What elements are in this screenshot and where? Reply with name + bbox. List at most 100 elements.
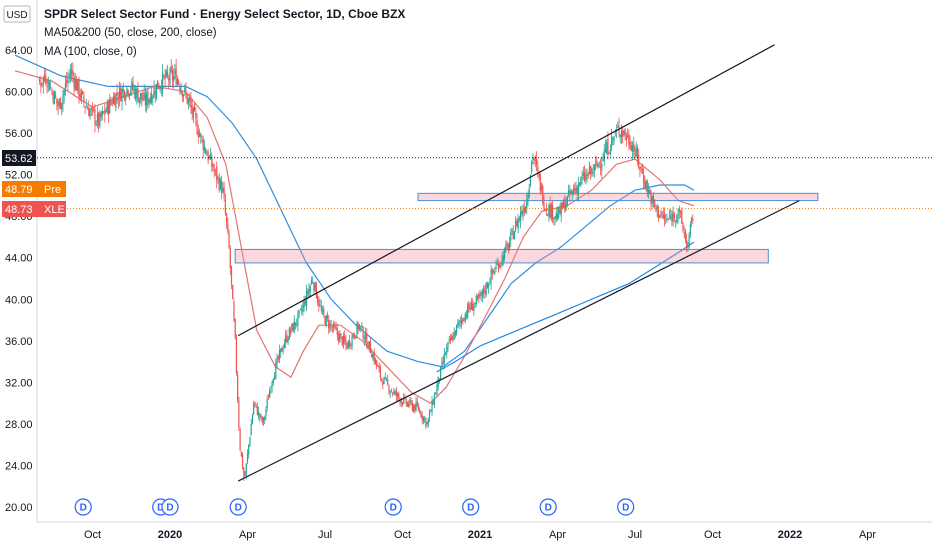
candle-body [388, 386, 390, 393]
candle-body [542, 186, 544, 204]
dividend-circle [229, 498, 247, 516]
price-tag[interactable]: 53.62 [2, 150, 36, 166]
channel-upper-line[interactable] [237, 44, 775, 337]
candle-body [531, 161, 533, 172]
price-tag-value-box [2, 181, 36, 197]
candle-body [452, 337, 454, 341]
candle-body [591, 168, 593, 175]
y-tick-label: 24.00 [5, 460, 33, 472]
candle-body [472, 303, 474, 311]
dividend-marker[interactable]: D [384, 498, 402, 516]
candle-body [227, 223, 229, 232]
candle-body [673, 214, 675, 219]
zone-rectangle[interactable] [417, 192, 819, 202]
candle-body [356, 322, 358, 337]
indicator-ma50-200[interactable]: MA50&200 (50, close, 200, close) [44, 27, 217, 39]
candle-body [180, 89, 182, 93]
candle-body [663, 214, 666, 220]
candle-body [428, 411, 431, 419]
dividend-marker[interactable]: D [462, 498, 480, 516]
candle-body [95, 123, 97, 126]
candle-body [261, 416, 263, 423]
candle-body [134, 88, 137, 100]
candle-body [213, 170, 215, 172]
candle-body [463, 320, 465, 322]
candle-body [582, 172, 584, 176]
candle-body [195, 112, 197, 119]
x-tick-label: Apr [859, 529, 876, 541]
candle-body [337, 333, 340, 341]
candle-body [58, 100, 60, 107]
candle-body [84, 106, 86, 108]
candle-body [643, 174, 645, 183]
candle-body [149, 97, 151, 103]
candle-body [544, 208, 546, 210]
candle-body [303, 300, 305, 308]
candle-body [128, 93, 131, 97]
channel-lower-line[interactable] [237, 200, 800, 482]
candle-body [309, 285, 311, 292]
candle-body [361, 325, 363, 328]
candle-body [486, 283, 488, 289]
candle-body [200, 133, 202, 137]
candle-body [473, 306, 475, 311]
candle-body [159, 86, 161, 89]
candle-body [143, 92, 145, 99]
candle-body [272, 378, 274, 383]
candle-body [625, 136, 627, 141]
candle-body [249, 437, 251, 446]
candle-body [150, 93, 153, 103]
candle-body [603, 150, 605, 162]
candle-body [178, 80, 180, 84]
candle-body [505, 244, 507, 251]
candle-body [412, 406, 415, 411]
candle-body [170, 66, 172, 72]
candle-body [264, 416, 266, 420]
candle-body [194, 104, 196, 112]
candle-body [144, 93, 146, 106]
candle-body [366, 333, 368, 348]
dividend-marker[interactable]: D [161, 498, 179, 516]
candle-body [650, 191, 652, 205]
dividend-marker[interactable]: D [74, 498, 92, 516]
candle-body [565, 203, 567, 211]
candle-body [216, 166, 218, 181]
currency-badge[interactable]: USD [3, 5, 31, 23]
candle-body [80, 91, 83, 101]
candle-body [689, 224, 691, 235]
candle-body [147, 91, 149, 105]
candle-body [593, 164, 596, 171]
candle-body [139, 93, 142, 100]
candle-body [631, 145, 634, 152]
y-tick-label: 44.00 [5, 253, 33, 265]
candle-body [363, 340, 365, 341]
candle-body [611, 135, 613, 147]
indicator-ma100[interactable]: MA (100, close, 0) [44, 46, 137, 58]
candle-body [523, 207, 525, 212]
candle-body [312, 281, 314, 283]
candle-body [346, 343, 348, 349]
candle-body [602, 159, 604, 161]
candle-body [597, 163, 599, 168]
candle-body [232, 285, 234, 300]
ma-100-line [436, 241, 695, 373]
x-tick-label: Apr [549, 529, 566, 541]
dividend-marker[interactable]: D [229, 498, 247, 516]
dividend-marker[interactable]: D [617, 498, 635, 516]
candle-body [367, 345, 369, 350]
candle-body [561, 203, 564, 210]
price-tag[interactable]: 48.79 Pre [2, 181, 66, 197]
price-tag[interactable]: 48.73 XLE [2, 201, 66, 217]
x-tick-label: Jul [628, 529, 642, 541]
candle-body [351, 335, 353, 347]
candle-body [613, 136, 615, 142]
dividend-label: D [166, 503, 173, 514]
dividend-marker[interactable]: D [539, 498, 557, 516]
candle-body [244, 474, 246, 476]
candle-body [319, 305, 321, 306]
candle-body [318, 299, 320, 307]
candle-body [201, 136, 203, 138]
candle-body [432, 401, 434, 405]
candle-body [674, 220, 677, 222]
